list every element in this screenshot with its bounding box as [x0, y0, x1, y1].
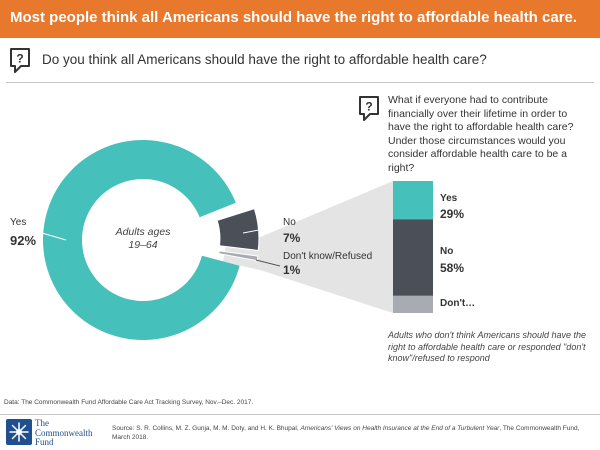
logo-line3: Fund	[35, 437, 54, 447]
donut-chart	[42, 139, 260, 340]
center-label-line1: Adults ages	[115, 226, 171, 238]
leader-line-yes	[34, 230, 67, 241]
donut-slice-yes	[42, 139, 240, 340]
center-label-line2: 19–64	[128, 239, 158, 251]
data-source-note: Data: The Commonwealth Fund Affordable C…	[4, 399, 254, 406]
zoom-connector	[223, 181, 393, 313]
donut-value-dk: 1%	[283, 263, 301, 277]
source-suffix: , The Commonwealth Fund, March 2018.	[112, 425, 580, 441]
stacked-bar-chart	[393, 181, 433, 313]
donut-value-no: 7%	[283, 231, 301, 245]
donut-label-yes: Yes	[10, 217, 27, 228]
leader-line-dk	[255, 259, 281, 267]
bar-segment-no	[393, 219, 433, 296]
logo-wordmark: The Commonwealth Fund	[35, 418, 93, 448]
svg-text:?: ?	[16, 52, 23, 66]
question-bubble-icon: ?	[359, 96, 379, 121]
donut-label-dk: Don't know/Refused	[283, 251, 373, 262]
source-title: Americans' Views on Health Insurance at …	[300, 425, 500, 432]
donut-slice-no	[216, 208, 260, 252]
question-bubble-icon: ?	[10, 48, 30, 73]
divider	[6, 82, 594, 83]
footnote-note: Adults who don't think Americans should …	[388, 330, 586, 363]
bar-value-no: 58%	[440, 261, 465, 275]
bar-label-yes: Yes	[440, 193, 458, 204]
leader-line-no	[242, 225, 281, 234]
donut-value-yes: 92%	[10, 233, 37, 248]
svg-text:?: ?	[365, 100, 372, 114]
source-prefix: Source: S. R. Collins, M. Z. Gunja, M. M…	[112, 425, 301, 432]
footer-divider	[0, 414, 600, 415]
logo-line1: The	[35, 418, 49, 428]
bar-segment-yes	[393, 181, 433, 220]
leader-lines	[34, 225, 281, 267]
bar-segment-dk	[393, 295, 433, 313]
bar-label-dk: Don't…	[440, 298, 476, 309]
bar-value-yes: 29%	[440, 207, 465, 221]
donut-center-label: Adults ages 19–64	[98, 226, 188, 252]
donut-slice-dk	[218, 250, 259, 262]
main-question: Do you think all Americans should have t…	[42, 52, 487, 67]
commonwealth-fund-logo-icon	[6, 419, 32, 445]
logo-line2: Commonwealth	[35, 427, 93, 438]
page-title: Most people think all Americans should h…	[10, 9, 578, 26]
bar-label-no: No	[440, 246, 454, 257]
follow-up-question: What if everyone had to contribute finan…	[388, 94, 574, 174]
source-citation: Source: S. R. Collins, M. Z. Gunja, M. M…	[112, 424, 582, 442]
header-bar: Most people think all Americans should h…	[0, 0, 600, 38]
donut-label-no: No	[283, 217, 296, 228]
